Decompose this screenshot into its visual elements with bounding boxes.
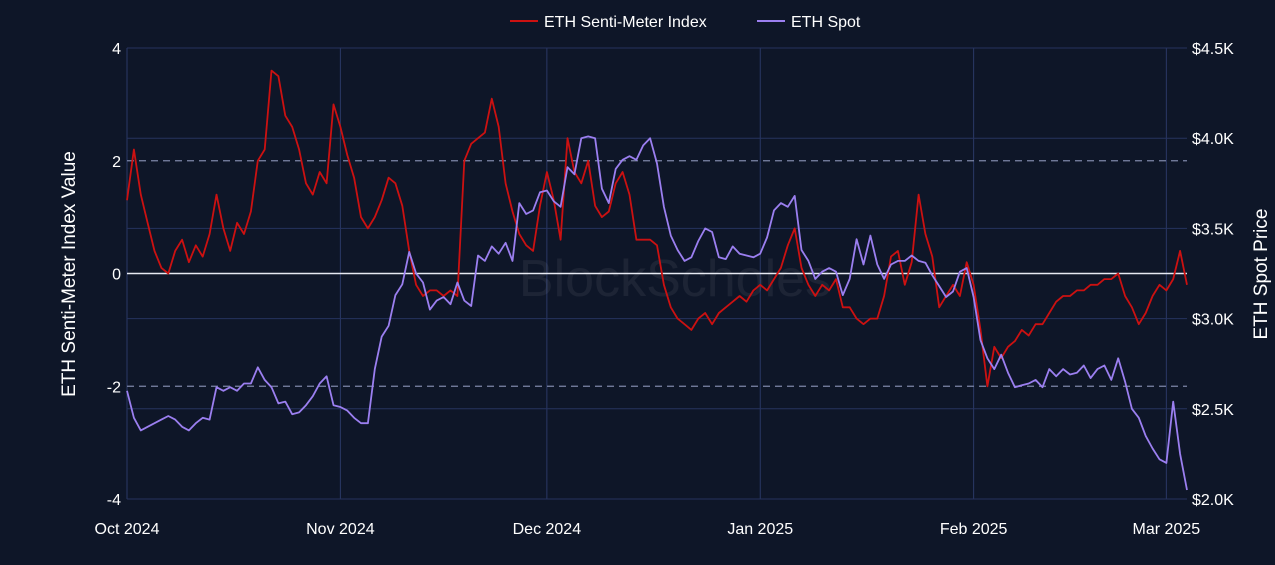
y-left-tick-label: -2 bbox=[107, 379, 121, 396]
y-left-tick-label: 4 bbox=[112, 41, 121, 58]
legend-label: ETH Senti-Meter Index bbox=[544, 14, 707, 31]
series-layer bbox=[126, 69, 1188, 491]
x-tick-label: Feb 2025 bbox=[940, 521, 1008, 538]
y-left-tick-label: 0 bbox=[112, 267, 121, 284]
y-left-tick-label: -4 bbox=[107, 492, 121, 509]
x-tick-label: Oct 2024 bbox=[95, 521, 160, 538]
series-line-eth-spot bbox=[126, 135, 1188, 491]
y-right-tick-label: $2.5K bbox=[1192, 402, 1234, 419]
legend-item-eth-spot[interactable]: ETH Spot bbox=[757, 14, 861, 31]
y-right-tick-label: $3.5K bbox=[1192, 221, 1234, 238]
axis-layer: Oct 2024 Nov 2024 Dec 2024 Jan 2025 Feb 2025… bbox=[95, 41, 1235, 538]
y-axis-right-title: ETH Spot Price bbox=[1251, 209, 1272, 340]
y-axis-left-title: ETH Senti-Meter Index Value bbox=[59, 151, 80, 397]
x-tick-label: Nov 2024 bbox=[306, 521, 375, 538]
y-right-tick-label: $3.0K bbox=[1192, 312, 1234, 329]
x-tick-label: Dec 2024 bbox=[513, 521, 582, 538]
y-left-tick-label: 2 bbox=[112, 154, 121, 171]
grid-layer bbox=[126, 47, 1187, 500]
watermark: BlockScholes bbox=[519, 250, 831, 308]
legend[interactable]: ETH Senti-Meter Index ETH Spot bbox=[510, 14, 861, 31]
y-right-tick-label: $2.0K bbox=[1192, 492, 1234, 509]
legend-item-eth-senti-meter-index[interactable]: ETH Senti-Meter Index bbox=[510, 14, 707, 31]
y-right-tick-label: $4.0K bbox=[1192, 131, 1234, 148]
x-tick-label: Mar 2025 bbox=[1133, 521, 1201, 538]
series-line-eth-senti-meter-index bbox=[126, 69, 1188, 388]
legend-label: ETH Spot bbox=[791, 14, 861, 31]
y-right-tick-label: $4.5K bbox=[1192, 41, 1234, 58]
x-tick-label: Jan 2025 bbox=[727, 521, 793, 538]
